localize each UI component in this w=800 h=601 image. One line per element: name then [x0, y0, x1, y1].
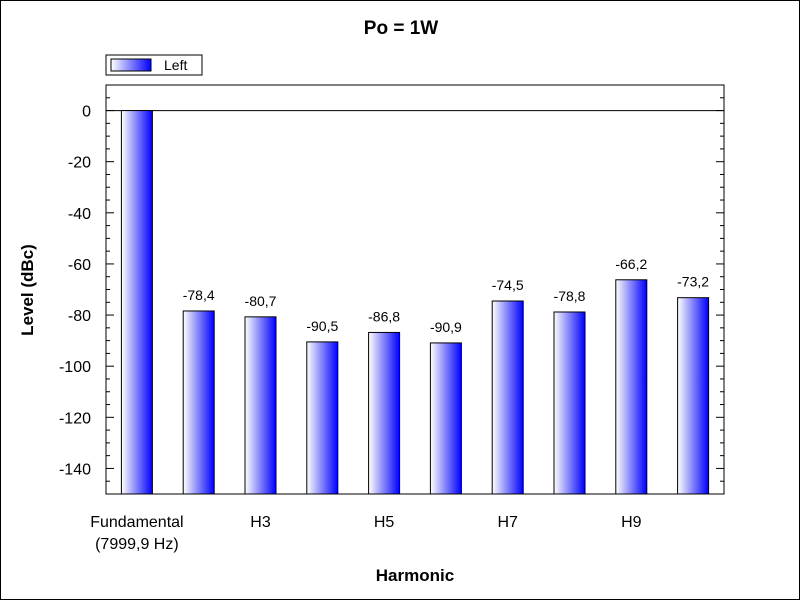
x-tick-label-line: H9	[621, 514, 642, 531]
data-label: -73,2	[677, 274, 709, 290]
bar	[429, 342, 462, 495]
x-tick-label-line: (7999,9 Hz)	[95, 536, 179, 553]
y-tick-label: -80	[68, 308, 91, 325]
y-tick-label: -140	[59, 461, 91, 478]
x-tick-label: H5	[374, 514, 395, 531]
x-tick-label: H3	[250, 514, 271, 531]
chart-title: Po = 1W	[364, 18, 438, 39]
bar	[553, 311, 586, 495]
y-tick-label: -100	[59, 359, 91, 376]
x-tick-labels: Fundamental (7999,9 Hz) H3 H5 H7 H9	[90, 514, 641, 553]
bar	[244, 316, 277, 495]
bar	[491, 300, 524, 495]
y-tick-labels: 0 -20 -40 -60 -80 -100 -120 -140	[59, 104, 91, 479]
x-axis-title: Harmonic	[376, 566, 454, 585]
y-tick-label: -120	[59, 410, 91, 427]
data-label: -90,9	[430, 319, 462, 335]
x-tick-label-line: H3	[250, 514, 271, 531]
bar	[615, 279, 648, 495]
legend-swatch	[110, 58, 152, 72]
bar	[182, 310, 215, 495]
data-label: -74,5	[492, 277, 524, 293]
bar	[677, 297, 710, 495]
bar	[368, 331, 401, 495]
x-tick-label: Fundamental (7999,9 Hz)	[90, 514, 183, 553]
data-label: -80,7	[245, 293, 277, 309]
y-tick-label: -60	[68, 257, 91, 274]
y-tick-label: 0	[82, 104, 91, 121]
data-label: -86,8	[368, 308, 400, 324]
bar	[306, 341, 339, 495]
bar	[120, 110, 153, 495]
data-labels: -78,4 -80,7 -90,5 -86,8 -90,9 -74,5 -78,8 -66,2…	[183, 256, 710, 335]
x-tick-label-line: Fundamental	[90, 514, 183, 531]
data-label: -90,5	[306, 318, 338, 334]
y-tick-label: -40	[68, 206, 91, 223]
legend-entry-left: Left	[164, 57, 187, 73]
data-label: -78,8	[554, 288, 586, 304]
y-tick-label: -20	[68, 155, 91, 172]
bars	[120, 110, 710, 495]
data-label: -66,2	[615, 256, 647, 272]
x-tick-label: H9	[621, 514, 642, 531]
legend: Left	[105, 54, 203, 76]
y-axis-title: Level (dBc)	[18, 244, 37, 336]
x-tick-label: H7	[497, 514, 518, 531]
x-tick-label-line: H7	[497, 514, 518, 531]
data-label: -78,4	[183, 287, 215, 303]
x-tick-label-line: H5	[374, 514, 395, 531]
